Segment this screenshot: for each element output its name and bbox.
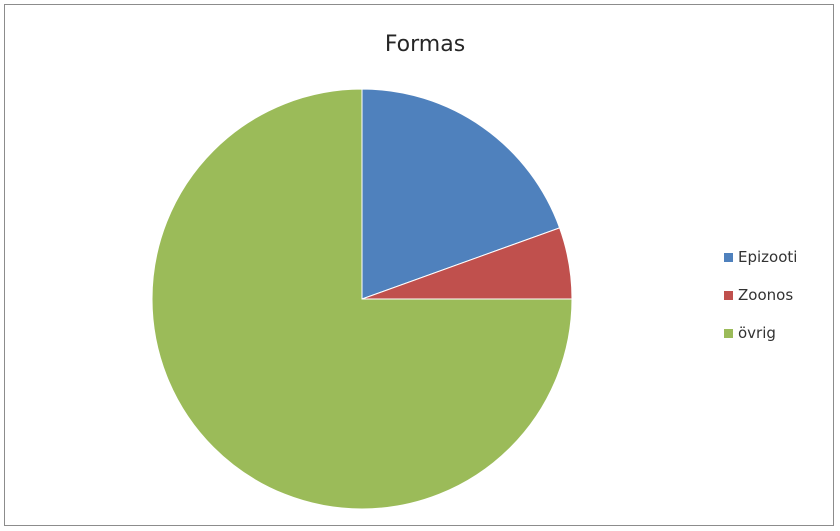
legend-label-epizooti: Epizooti — [738, 248, 798, 266]
legend-label-zoonos: Zoonos — [738, 286, 794, 304]
pie-slice-epizooti — [361, 88, 561, 300]
pie-slice-ovrig — [151, 88, 573, 510]
legend-item-epizooti: Epizooti — [724, 246, 834, 268]
legend-item-zoonos: Zoonos — [724, 284, 834, 306]
legend-swatch-epizooti — [724, 252, 733, 262]
legend-item-ovrig: övrig — [724, 322, 834, 344]
legend-label-ovrig: övrig — [738, 324, 776, 342]
chart-title: Formas — [384, 32, 466, 57]
legend: Epizooti Zoonos övrig — [724, 246, 834, 360]
legend-swatch-zoonos — [724, 290, 733, 300]
legend-swatch-ovrig — [724, 328, 733, 338]
